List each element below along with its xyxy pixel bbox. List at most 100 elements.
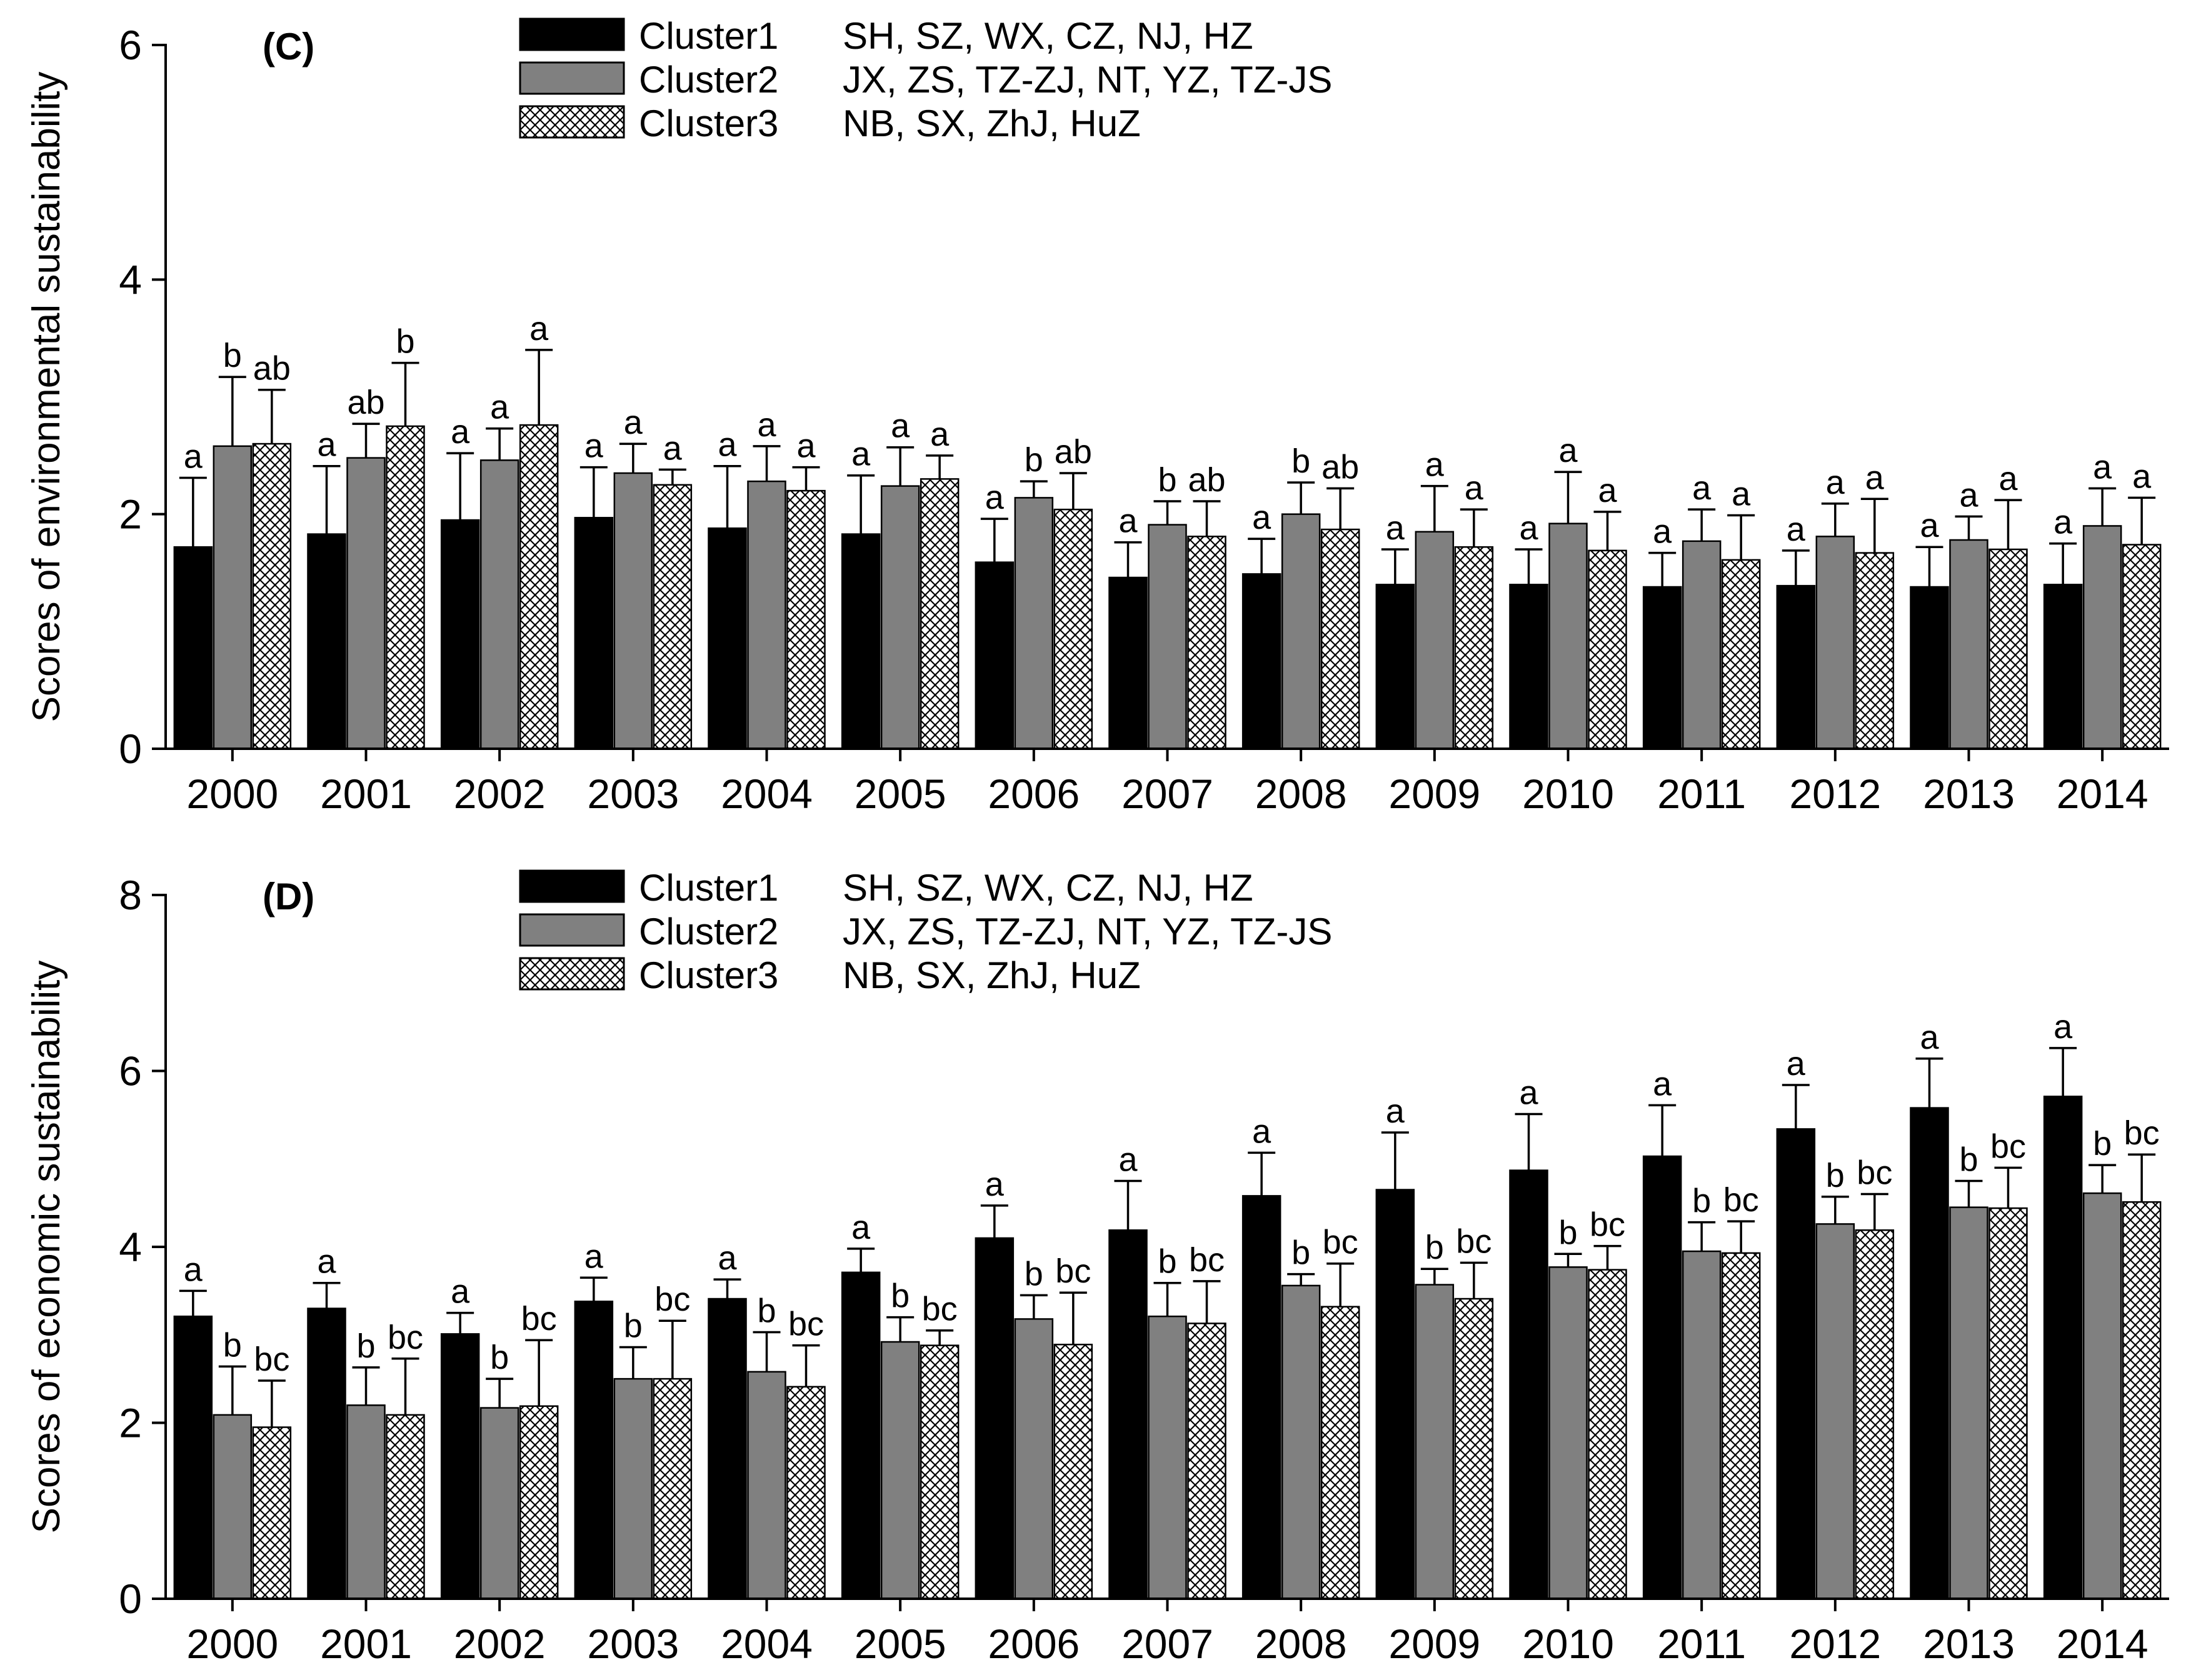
bar-cluster1 — [841, 1271, 881, 1600]
x-tick-label: 2004 — [721, 1621, 813, 1667]
bar-cluster3 — [1988, 1207, 2028, 1600]
bar-cluster2 — [1548, 1266, 1588, 1600]
legend-swatch-cluster3 — [519, 957, 625, 991]
significance-letter-cluster1: a — [317, 1243, 336, 1281]
x-tick-label: 2003 — [587, 1621, 679, 1667]
bar-cluster2 — [1815, 1223, 1855, 1600]
bar-cluster1 — [307, 533, 346, 750]
significance-letter-cluster1: a — [184, 438, 203, 475]
bar-cluster1 — [1241, 1195, 1281, 1600]
significance-letter-cluster3: bc — [2124, 1114, 2160, 1152]
legend-entry-cluster1: Cluster1 SH, SZ, WX, CZ, NJ, HZ — [519, 15, 1253, 57]
bar-cluster1 — [440, 519, 480, 750]
significance-letter-cluster3: a — [1998, 460, 2018, 498]
significance-letter-cluster3: bc — [254, 1341, 289, 1378]
bar-cluster3 — [1320, 528, 1360, 750]
y-axis-label: Scores of economic sustainability — [25, 961, 68, 1534]
x-tick-label: 2009 — [1388, 771, 1480, 817]
significance-letter-cluster2: b — [1158, 1243, 1176, 1281]
significance-letter-cluster3: bc — [1857, 1154, 1892, 1192]
x-tick-label: 2001 — [320, 771, 412, 817]
significance-letter-cluster2: b — [624, 1307, 643, 1344]
significance-letter-cluster2: b — [1959, 1141, 1978, 1178]
significance-letter-cluster3: ab — [1055, 433, 1092, 471]
significance-letter-cluster1: a — [2053, 1008, 2073, 1046]
significance-letter-cluster1: a — [718, 426, 737, 464]
bar-cluster1 — [1642, 586, 1682, 750]
significance-letter-cluster3: a — [1865, 459, 1885, 496]
significance-letter-cluster1: a — [451, 1273, 470, 1311]
bar-cluster3 — [2122, 1201, 2162, 1600]
significance-letter-cluster3: bc — [1456, 1222, 1492, 1260]
legend-entry-cluster3: Cluster3 NB, SX, ZhJ, HuZ — [519, 102, 1141, 144]
bar-cluster3 — [252, 442, 292, 750]
x-tick-label: 2008 — [1255, 1621, 1347, 1667]
bar-cluster3 — [920, 478, 960, 750]
y-tick-label: 0 — [119, 1576, 142, 1622]
bar-cluster2 — [2082, 525, 2122, 750]
y-tick-label: 6 — [119, 1048, 142, 1094]
x-ticks-group: 2000 2001 2002 2003 2004 2005 2006 2007 2008 2009… — [186, 749, 2148, 817]
legend-swatch-cluster3 — [519, 105, 625, 139]
bar-cluster3 — [1721, 559, 1761, 750]
significance-letter-cluster2: ab — [347, 384, 384, 421]
x-tick-label: 2014 — [2057, 1621, 2148, 1667]
bar-cluster1 — [1241, 573, 1281, 750]
bar-cluster2 — [880, 1341, 920, 1600]
bar-cluster3 — [1588, 1269, 1627, 1600]
significance-letter-cluster1: a — [1787, 511, 1806, 548]
significance-letter-cluster1: a — [1118, 502, 1138, 540]
significance-letter-cluster1: a — [1653, 1065, 1672, 1102]
significance-letter-cluster3: bc — [1189, 1241, 1225, 1279]
bar-cluster3 — [786, 489, 826, 750]
bars-group — [173, 1096, 2162, 1600]
bar-cluster2 — [213, 445, 253, 750]
significance-letter-cluster3: bc — [788, 1306, 824, 1343]
significance-letter-cluster3: a — [796, 428, 816, 465]
x-tick-label: 2000 — [186, 771, 278, 817]
significance-letter-cluster3: bc — [654, 1281, 690, 1318]
significance-letter-cluster2: b — [1291, 1234, 1310, 1272]
legend-name-cluster2: Cluster2 — [639, 911, 778, 952]
significance-letter-cluster2: a — [1959, 476, 1978, 514]
bar-cluster3 — [1187, 536, 1226, 750]
x-tick-label: 2007 — [1121, 1621, 1213, 1667]
x-tick-label: 2011 — [1657, 771, 1746, 817]
bar-cluster3 — [1053, 1343, 1093, 1600]
y-tick-label: 0 — [119, 726, 142, 772]
significance-letter-cluster3: bc — [922, 1291, 958, 1328]
significance-letter-cluster2: a — [757, 406, 776, 444]
y-ticks-group: 0 2 4 6 8 — [119, 872, 166, 1622]
significance-letter-cluster2: b — [891, 1278, 910, 1315]
significance-letter-cluster1: a — [985, 1166, 1005, 1203]
x-tick-label: 2002 — [454, 1621, 546, 1667]
significance-letter-cluster3: ab — [253, 350, 291, 388]
bar-cluster2 — [213, 1414, 253, 1600]
significance-letter-cluster3: a — [529, 310, 549, 348]
x-tick-label: 2002 — [454, 771, 546, 817]
significance-letter-cluster1: a — [584, 428, 604, 465]
bar-cluster2 — [1682, 540, 1722, 750]
significance-letter-cluster3: b — [396, 323, 414, 361]
significance-letter-cluster1: a — [1386, 1092, 1405, 1130]
bar-cluster1 — [1509, 584, 1548, 750]
x-tick-label: 2005 — [855, 771, 946, 817]
significance-letter-cluster1: a — [1787, 1045, 1806, 1082]
significance-letter-cluster3: a — [663, 429, 683, 467]
bar-cluster2 — [1415, 1284, 1455, 1600]
significance-letter-cluster2: b — [1158, 461, 1176, 499]
bar-cluster1 — [1776, 1128, 1816, 1600]
bar-cluster1 — [1910, 1107, 1949, 1600]
bar-cluster1 — [1910, 586, 1949, 750]
bar-cluster3 — [1320, 1306, 1360, 1600]
bar-cluster3 — [1855, 552, 1895, 750]
significance-letter-cluster2: b — [2093, 1125, 2112, 1162]
significance-letter-cluster1: a — [317, 426, 336, 464]
error-bars-group — [179, 349, 2156, 588]
bar-cluster2 — [1014, 1318, 1054, 1600]
y-tick-label: 2 — [119, 491, 142, 538]
significance-letter-cluster2: b — [1291, 442, 1310, 480]
legend-name-cluster1: Cluster1 — [639, 867, 778, 909]
panel-label: (D) — [263, 876, 314, 918]
